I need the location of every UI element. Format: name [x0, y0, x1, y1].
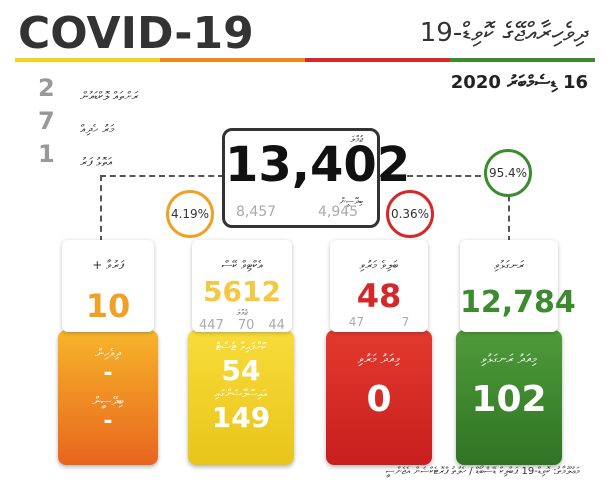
percent-badge: 0.36% [386, 190, 434, 238]
panel: މިއަދު ރަނގަޅުވި 102 [456, 330, 562, 465]
card: ބަލިވެ މަރުވި 48 47 7 [330, 240, 428, 332]
panel-label: ބިދޭސީން [92, 394, 124, 408]
card-sub: 447 [199, 318, 224, 333]
left-value: 2 [38, 74, 55, 102]
footer: މަޢުލޫމާތު: ކޮވިޑް-19 ޕަބްލިކް ޑޭޝްބޯޑް … [385, 466, 580, 477]
left-values: 2 7 1 [38, 72, 55, 171]
total-label: ޖުމްލަ [350, 135, 363, 145]
date: 16 ޑިސެމްބަރު 2020 [450, 72, 588, 93]
panel-label: ކޮށްފައިވާ ޓެސްޓް [215, 340, 267, 353]
foreign-label: ބިދޭސީން [339, 197, 363, 207]
title: COVID-19 [18, 8, 254, 59]
panel-value: 0 [366, 379, 392, 420]
stripe [15, 58, 595, 62]
card: ފަރުވާ + 10 [62, 240, 154, 332]
total-value: 13,402 [225, 137, 411, 193]
card-sub: 7 [401, 315, 410, 329]
card-title: ފަރުވާ + [92, 258, 124, 272]
panel-label: މިއަދު މަރުވި [357, 352, 401, 367]
panel-label: އައިސޮލޭޝަންގައި [214, 387, 268, 400]
card-value: 12,784 [460, 285, 576, 320]
left-label: އަތޮޅު ފަރު [80, 155, 113, 169]
card: ރަނގަޅުވި 12,784 [460, 240, 576, 332]
panel: ކޮށްފައިވާ ޓެސްޓް 54 އައިސޮލޭޝަންގައި 14… [188, 330, 294, 465]
card-title: އެކްޓިވް ކޭސް [221, 258, 263, 272]
left-label: މަރު ހެދިއް [80, 122, 115, 136]
panel-value: - [103, 409, 113, 434]
left-labels: ރަށްތައް ލޮކްޑައުން މަރު ހެދިއް އަތޮޅު ފ… [80, 80, 160, 179]
total-box: ޖުމްލަ 13,402 ބިދޭސީން [222, 128, 411, 228]
card: އެކްޓިވް ކޭސް 5612 ޖުމްލަ 447 70 44 [192, 240, 292, 333]
local-count: 8,457 [236, 204, 277, 220]
card-value: 5612 [203, 275, 281, 308]
title-dv: ދިވެހިރާއްޖޭގެ ކޮވިޑް-19 [419, 18, 588, 48]
left-label: ރަށްތައް ލޮކްޑައުން [80, 89, 139, 103]
panel: މިއަދު މަރުވި 0 [326, 330, 432, 465]
left-value: 1 [38, 140, 55, 168]
panel-value: 54 [221, 354, 261, 387]
percent-badge: 95.4% [484, 149, 532, 197]
card-sub: 70 [237, 318, 255, 333]
card-sub: 47 [348, 315, 365, 329]
card-subs: 447 70 44 [192, 318, 292, 333]
panel-label: ދިވެހިން [95, 346, 121, 360]
panel-label: މިއަދު ރަނގަޅުވި [480, 352, 538, 367]
card-title: ބަލިވެ މަރުވި [359, 258, 399, 272]
connector [100, 175, 224, 242]
card-value: 48 [356, 277, 402, 315]
percent-badge: 4.19% [166, 190, 214, 238]
card-sub: 44 [268, 318, 285, 333]
left-value: 7 [38, 107, 55, 135]
panel-value: - [103, 361, 113, 386]
card-title: ރަނގަޅުވި [493, 258, 525, 272]
card-subs: 47 7 [330, 315, 428, 329]
card-value: 10 [85, 287, 131, 325]
card-small-label: ޖުމްލަ [236, 308, 248, 317]
panel: ދިވެހިން - ބިދޭސީން - [58, 330, 158, 465]
panel-value: 149 [211, 401, 271, 434]
connector [378, 175, 510, 242]
panel-value: 102 [471, 379, 547, 420]
foreign-count: 4,945 [318, 204, 359, 220]
